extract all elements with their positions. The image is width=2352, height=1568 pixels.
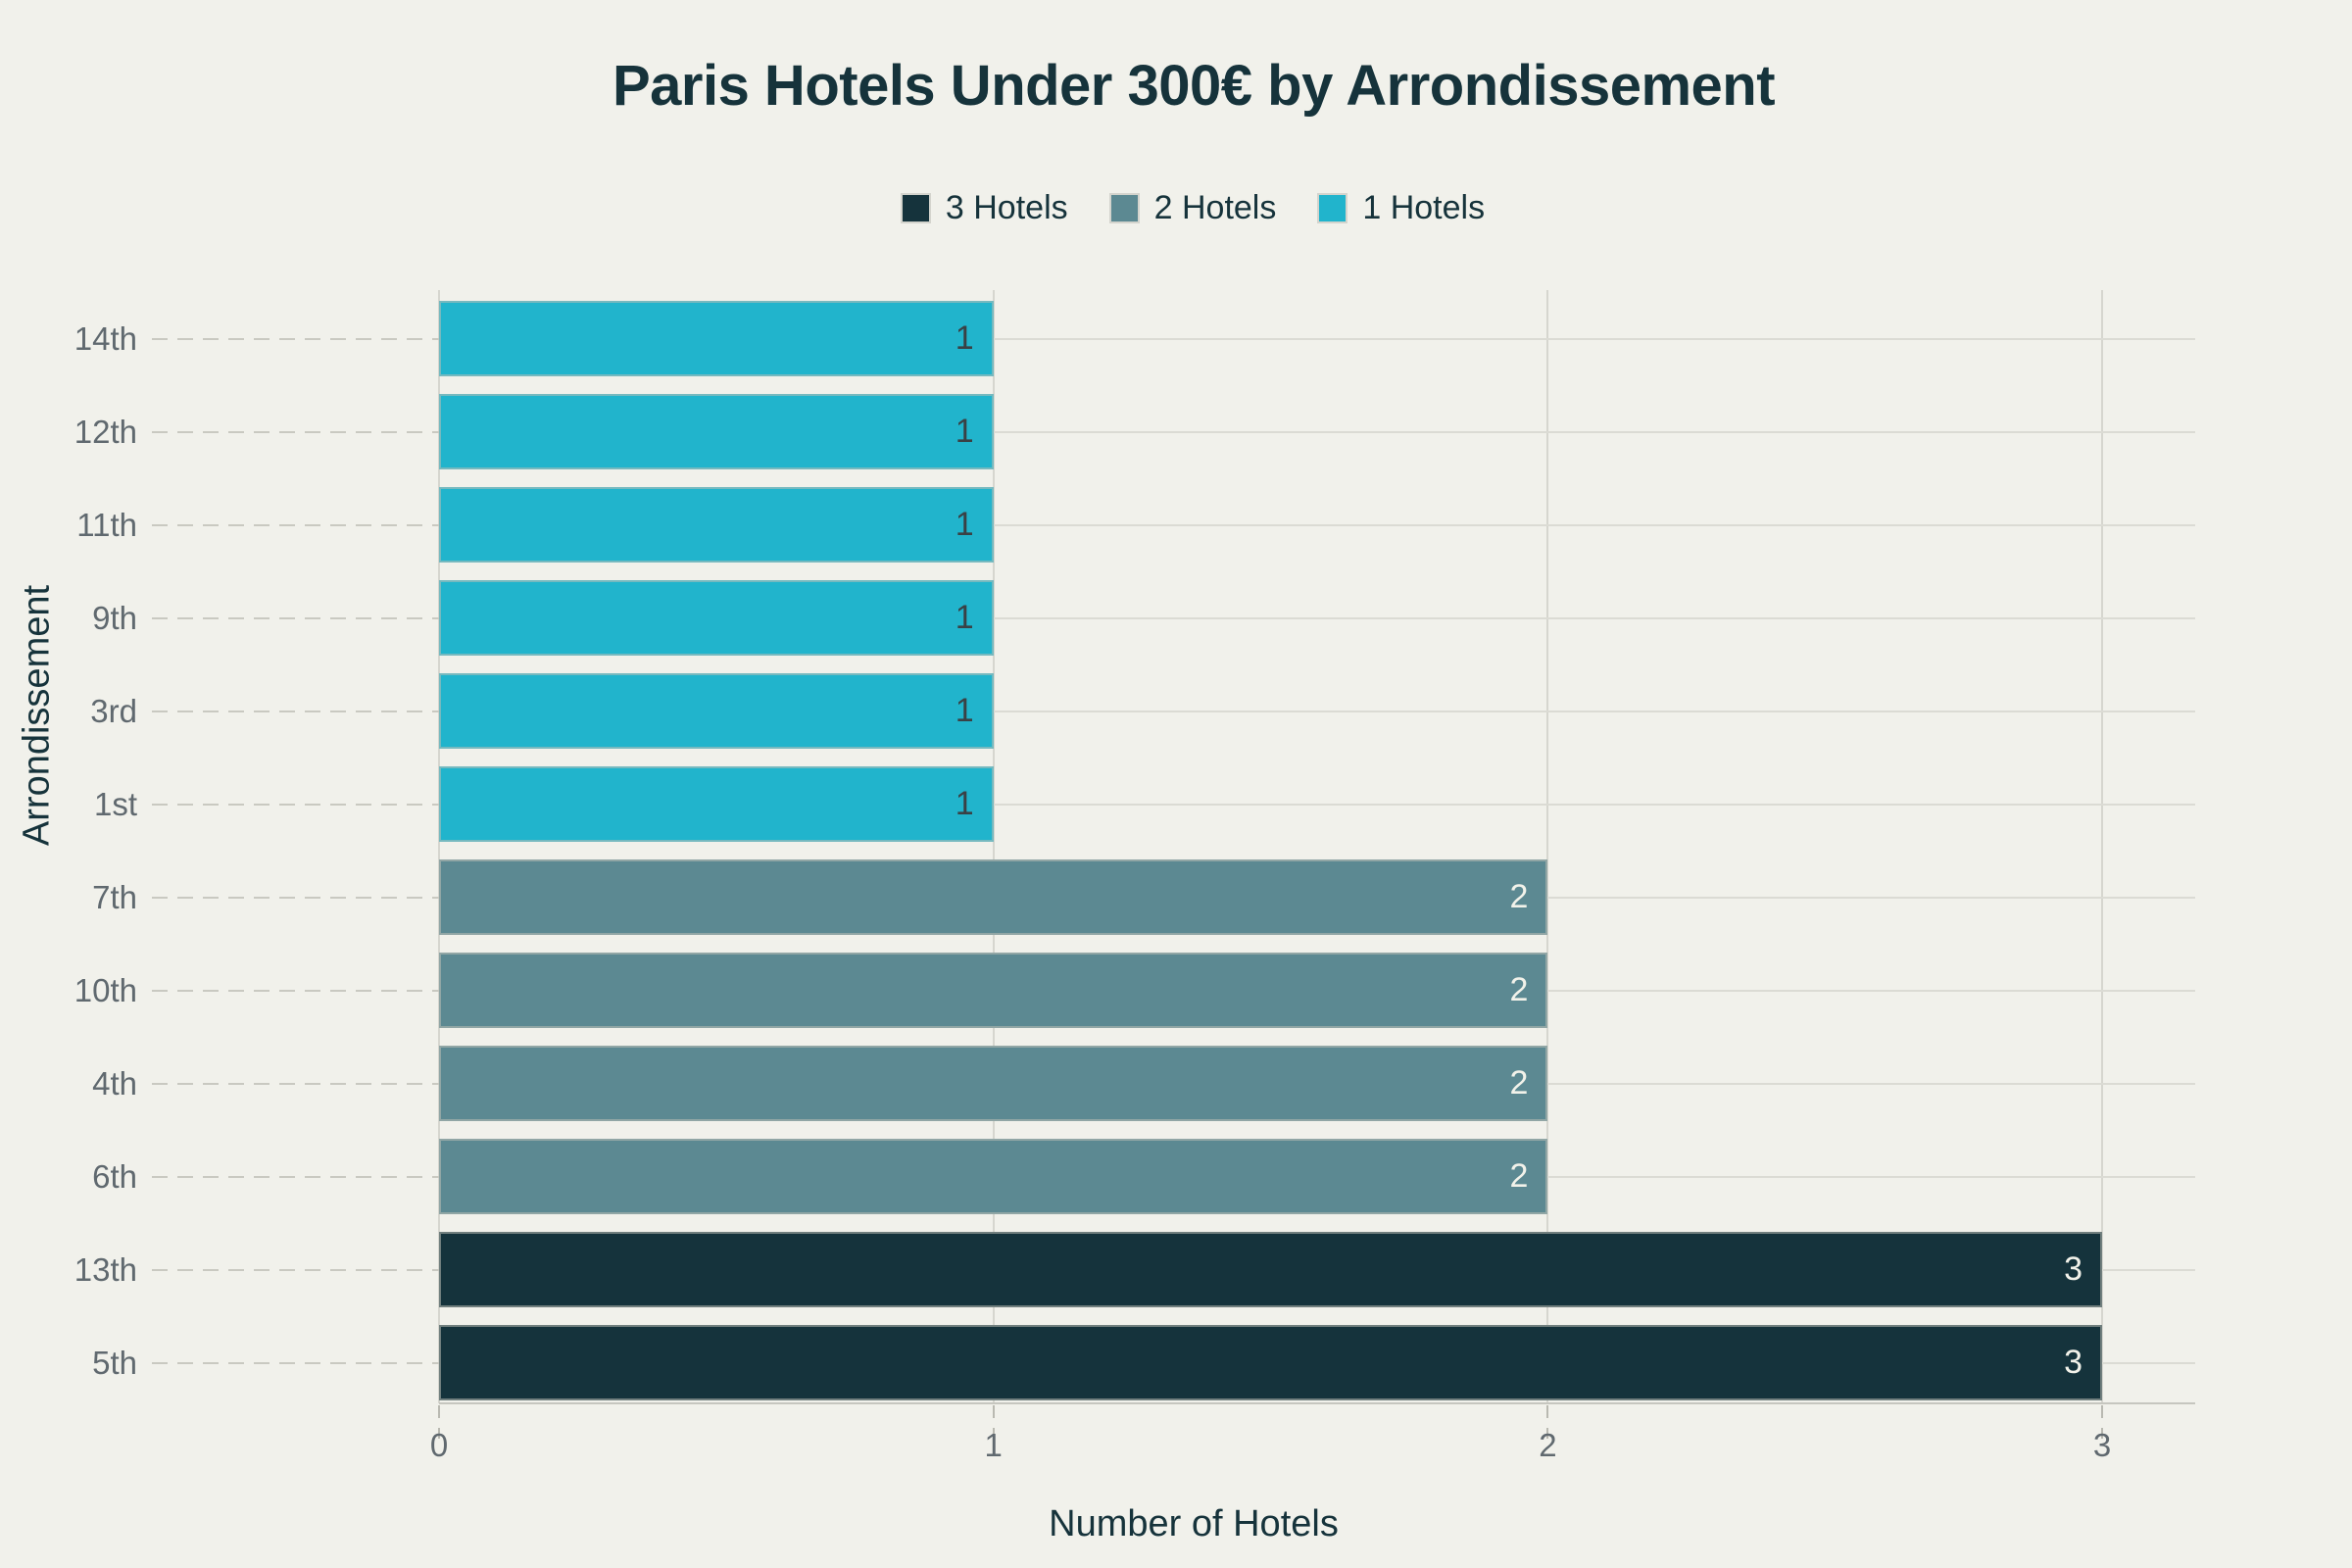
x-tick-mark: [438, 1405, 440, 1439]
legend-swatch: [1317, 193, 1348, 223]
gridline-horizontal: [439, 337, 2195, 340]
gridline-vertical: [992, 290, 995, 1403]
gridline-horizontal: [439, 616, 2195, 619]
y-tick-leader-line: [152, 616, 439, 619]
legend-label: 1 Hotels: [1362, 189, 1486, 226]
bar-value-label: 1: [955, 785, 974, 822]
bar: 3: [439, 1325, 2103, 1400]
x-tick-mark: [2101, 1405, 2104, 1439]
gridline-horizontal: [439, 523, 2195, 526]
bar-value-label: 2: [1509, 1157, 1529, 1195]
bar: 2: [439, 1046, 1548, 1121]
x-tick-mark: [992, 1405, 995, 1439]
y-tick-label: 10th: [74, 971, 137, 1008]
y-tick-label: 9th: [92, 599, 137, 636]
y-tick-leader-line: [152, 1361, 439, 1364]
bar-value-label: 2: [1509, 878, 1529, 915]
x-tick-label: 0: [429, 1427, 449, 1463]
y-tick-leader-line: [152, 803, 439, 806]
y-tick-leader-line: [152, 1175, 439, 1178]
x-axis-line: [439, 1402, 2195, 1404]
y-tick-leader-line: [152, 896, 439, 899]
y-tick-leader-line: [152, 710, 439, 712]
y-tick-leader-line: [152, 337, 439, 340]
bar-value-label: 1: [955, 413, 974, 450]
legend-label: 2 Hotels: [1153, 189, 1277, 226]
bar: 1: [439, 487, 994, 563]
y-tick-label: 13th: [74, 1250, 137, 1288]
gridline-vertical: [438, 290, 440, 1403]
x-tick-label: 3: [2092, 1427, 2112, 1463]
legend-item: 2 Hotels: [1108, 189, 1277, 227]
legend-item: 1 Hotels: [1317, 189, 1486, 227]
bar: 2: [439, 1139, 1548, 1214]
gridline-horizontal: [439, 803, 2195, 806]
bar: 1: [439, 580, 994, 656]
bar: 3: [439, 1232, 2103, 1307]
x-axis-title: Number of Hotels: [18, 1503, 2352, 1545]
bar: 1: [439, 301, 994, 376]
y-tick-leader-line: [152, 1082, 439, 1085]
legend: 3 Hotels 2 Hotels 1 Hotels: [18, 189, 2352, 227]
legend-item: 3 Hotels: [900, 189, 1068, 227]
bar: 2: [439, 953, 1548, 1028]
bar-value-label: 2: [1509, 971, 1529, 1008]
y-tick-label: 5th: [92, 1344, 137, 1381]
bar-value-label: 3: [2064, 1344, 2083, 1381]
chart-title-text: Paris Hotels Under 300€ by Arrondissemen…: [612, 54, 1776, 118]
legend-swatch: [1108, 193, 1140, 223]
y-tick-label: 4th: [92, 1064, 137, 1102]
bar-value-label: 1: [955, 599, 974, 636]
bar-value-label: 1: [955, 319, 974, 357]
x-tick-label: 2: [1539, 1427, 1557, 1463]
bar-value-label: 1: [955, 506, 974, 543]
y-tick-leader-line: [152, 1268, 439, 1271]
y-tick-label: 1st: [93, 785, 137, 822]
x-tick-mark: [1546, 1405, 1549, 1439]
y-tick-label: 3rd: [90, 692, 137, 729]
x-tick-label: 1: [984, 1427, 1003, 1463]
legend-swatch: [900, 193, 931, 223]
gridline-horizontal: [439, 430, 2195, 433]
y-tick-leader-line: [152, 523, 439, 526]
y-tick-label: 6th: [92, 1157, 137, 1195]
gridline-horizontal: [439, 710, 2195, 712]
y-tick-label: 11th: [76, 506, 137, 543]
bar: 1: [439, 766, 994, 842]
bar-value-label: 3: [2064, 1250, 2083, 1288]
y-tick-label: 7th: [92, 878, 137, 915]
chart-title: Paris Hotels Under 300€ by Arrondissemen…: [18, 53, 2352, 119]
bar: 1: [439, 394, 994, 469]
y-tick-leader-line: [152, 430, 439, 433]
gridline-vertical: [1546, 290, 1549, 1403]
bar: 1: [439, 673, 994, 749]
y-tick-label: 12th: [74, 413, 137, 450]
bar-value-label: 2: [1509, 1064, 1529, 1102]
y-tick-label: 14th: [74, 319, 137, 357]
y-tick-leader-line: [152, 989, 439, 992]
x-axis-title-text: Number of Hotels: [1049, 1503, 1339, 1544]
bar-value-label: 1: [955, 692, 974, 729]
bar: 2: [439, 859, 1548, 935]
gridline-vertical: [2101, 290, 2104, 1403]
legend-label: 3 Hotels: [945, 189, 1068, 226]
